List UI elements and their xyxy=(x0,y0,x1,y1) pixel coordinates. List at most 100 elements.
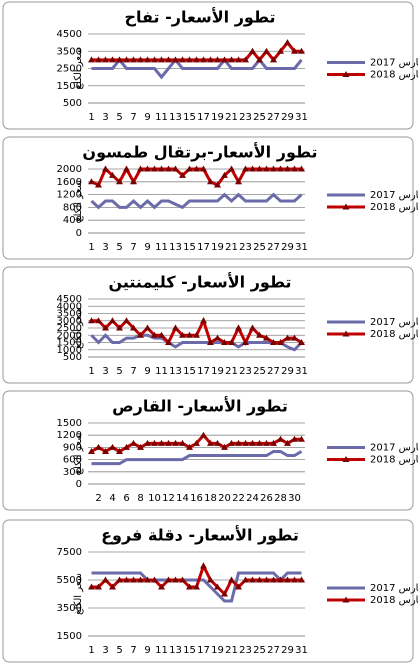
marker xyxy=(200,562,207,569)
marker xyxy=(291,334,298,341)
marker xyxy=(158,331,165,338)
x-tick-label: 11 xyxy=(155,366,168,377)
y-tick-label: 400 xyxy=(63,215,82,226)
x-tick-label: 17 xyxy=(197,645,210,656)
marker xyxy=(172,576,179,583)
y-tick-label: 2500 xyxy=(57,64,82,75)
y-tick-label: 1500 xyxy=(57,338,82,349)
y-tick-label: 800 xyxy=(63,202,82,213)
marker xyxy=(242,439,249,446)
marker xyxy=(298,339,305,345)
x-tick-label: 5 xyxy=(116,366,122,377)
marker xyxy=(256,165,263,172)
chart-title: تطور الأسعار- القارص xyxy=(112,397,288,416)
x-tick-label: 17 xyxy=(197,366,210,377)
x-tick-label: 27 xyxy=(267,645,280,656)
marker xyxy=(249,165,256,172)
x-tick-label: 21 xyxy=(225,645,238,656)
marker xyxy=(284,576,291,583)
marker xyxy=(235,324,242,331)
marker xyxy=(144,324,151,331)
y-tick-label: 1500 xyxy=(57,81,82,92)
x-tick-label: 7 xyxy=(130,366,136,377)
y-tick-label: 3500 xyxy=(57,309,82,320)
marker xyxy=(242,165,249,172)
marker xyxy=(158,56,165,63)
marker xyxy=(109,56,116,63)
x-tick-label: 31 xyxy=(295,366,308,377)
marker xyxy=(137,56,144,63)
x-tick-label: 7 xyxy=(130,112,136,123)
marker xyxy=(116,56,123,63)
legend-label: مارس 2017 xyxy=(370,58,418,69)
marker xyxy=(242,339,249,345)
x-tick-label: 20 xyxy=(218,493,231,504)
marker xyxy=(228,576,235,583)
legend-label: مارس 2017 xyxy=(370,443,418,454)
marker xyxy=(214,583,221,590)
panel xyxy=(2,266,414,384)
series-line xyxy=(91,571,302,603)
marker xyxy=(165,56,172,63)
marker xyxy=(228,56,235,63)
series-line xyxy=(90,192,303,210)
x-tick-label: 28 xyxy=(274,493,287,504)
marker xyxy=(172,165,179,172)
marker xyxy=(151,331,158,338)
marker xyxy=(179,171,186,178)
series-line xyxy=(91,57,303,80)
x-tick-label: 19 xyxy=(211,645,224,656)
marker xyxy=(88,56,95,63)
marker xyxy=(95,181,102,188)
y-tick-label: 1000 xyxy=(57,345,82,356)
marker xyxy=(95,317,102,324)
y-tick-label: 300 xyxy=(63,467,82,478)
x-tick-label: 30 xyxy=(288,493,301,504)
x-tick-label: 25 xyxy=(253,112,266,123)
y-axis-label: سعر الكلغ xyxy=(73,433,84,475)
marker xyxy=(102,576,109,583)
x-tick-label: 1 xyxy=(88,112,94,123)
x-tick-label: 13 xyxy=(169,112,182,123)
marker xyxy=(284,165,291,172)
marker xyxy=(88,447,95,454)
marker xyxy=(144,56,151,63)
legend-label: مارس 2018 xyxy=(370,202,418,213)
marker xyxy=(144,439,151,446)
legend-label: مارس 2018 xyxy=(370,70,418,81)
marker xyxy=(193,583,200,590)
marker xyxy=(151,56,158,63)
x-tick-label: 23 xyxy=(239,242,252,253)
marker xyxy=(165,576,172,583)
y-tick-label: 1500 xyxy=(57,418,82,429)
marker xyxy=(242,56,249,63)
marker xyxy=(95,56,102,63)
marker xyxy=(165,165,172,172)
marker xyxy=(298,435,305,442)
marker xyxy=(102,165,109,172)
marker xyxy=(256,331,263,338)
x-tick-label: 25 xyxy=(253,645,266,656)
legend-marker xyxy=(342,71,350,77)
marker xyxy=(235,583,242,590)
marker xyxy=(214,439,221,446)
legend-label: مارس 2017 xyxy=(370,317,418,328)
x-tick-label: 6 xyxy=(123,493,129,504)
marker xyxy=(172,56,179,63)
x-tick-label: 25 xyxy=(253,242,266,253)
x-tick-label: 22 xyxy=(232,493,245,504)
marker xyxy=(256,576,263,583)
marker xyxy=(235,56,242,63)
marker xyxy=(109,317,116,324)
marker xyxy=(291,435,298,442)
x-tick-label: 29 xyxy=(281,366,294,377)
marker xyxy=(214,181,221,188)
x-tick-label: 9 xyxy=(144,112,150,123)
marker xyxy=(249,324,256,331)
marker xyxy=(172,439,179,446)
x-tick-label: 18 xyxy=(204,493,217,504)
x-tick-label: 23 xyxy=(239,112,252,123)
marker xyxy=(102,324,109,331)
marker xyxy=(249,47,256,54)
panel xyxy=(2,390,414,511)
